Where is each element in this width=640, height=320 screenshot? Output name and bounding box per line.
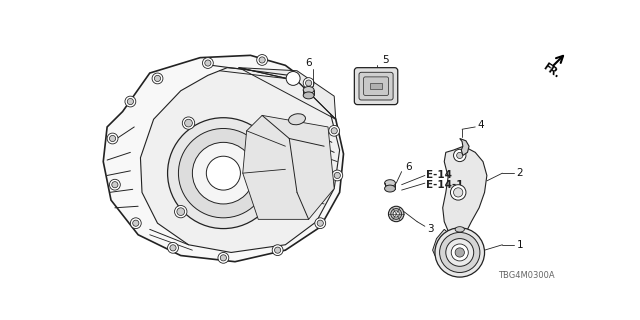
Circle shape <box>177 208 184 215</box>
Circle shape <box>112 182 118 188</box>
Polygon shape <box>466 232 480 256</box>
Circle shape <box>109 135 116 141</box>
FancyBboxPatch shape <box>364 77 388 95</box>
Circle shape <box>303 78 314 88</box>
Circle shape <box>182 117 195 129</box>
Circle shape <box>454 188 463 197</box>
Circle shape <box>107 133 118 144</box>
Polygon shape <box>433 229 451 256</box>
Circle shape <box>205 60 211 66</box>
Ellipse shape <box>455 227 465 232</box>
Circle shape <box>220 255 227 261</box>
Circle shape <box>391 209 402 219</box>
Circle shape <box>455 248 465 257</box>
Text: 2: 2 <box>516 168 523 178</box>
Text: 5: 5 <box>382 55 389 65</box>
Circle shape <box>457 152 463 158</box>
Circle shape <box>257 55 268 65</box>
Ellipse shape <box>289 114 305 125</box>
Circle shape <box>168 118 279 228</box>
Circle shape <box>272 245 283 256</box>
Circle shape <box>131 218 141 228</box>
Circle shape <box>332 170 343 181</box>
Circle shape <box>179 129 268 218</box>
Circle shape <box>202 58 213 68</box>
Circle shape <box>315 218 326 228</box>
Ellipse shape <box>303 86 314 93</box>
Circle shape <box>451 244 468 261</box>
Circle shape <box>271 198 284 210</box>
Circle shape <box>393 211 399 217</box>
Ellipse shape <box>385 180 396 187</box>
Polygon shape <box>239 68 336 119</box>
Circle shape <box>264 129 276 141</box>
Circle shape <box>109 179 120 190</box>
Circle shape <box>331 128 337 134</box>
Circle shape <box>440 232 480 273</box>
Circle shape <box>388 206 404 222</box>
Circle shape <box>317 220 323 226</box>
Circle shape <box>170 245 176 251</box>
Circle shape <box>175 205 187 218</box>
Polygon shape <box>460 139 469 156</box>
Circle shape <box>127 99 134 105</box>
Circle shape <box>451 185 466 200</box>
Text: 3: 3 <box>428 224 434 234</box>
Circle shape <box>218 252 229 263</box>
Circle shape <box>334 172 340 179</box>
Circle shape <box>193 142 254 204</box>
Text: 6: 6 <box>305 58 312 68</box>
Text: TBG4M0300A: TBG4M0300A <box>499 271 555 280</box>
Circle shape <box>259 57 265 63</box>
Circle shape <box>305 80 312 86</box>
Text: E-14-1: E-14-1 <box>426 180 464 190</box>
Ellipse shape <box>303 92 314 99</box>
Circle shape <box>266 131 274 139</box>
Circle shape <box>275 247 281 253</box>
Circle shape <box>274 200 282 208</box>
Text: 1: 1 <box>516 240 523 250</box>
Polygon shape <box>443 146 487 237</box>
Circle shape <box>206 156 241 190</box>
FancyBboxPatch shape <box>355 68 397 105</box>
Ellipse shape <box>385 185 396 192</box>
Text: 6: 6 <box>406 162 412 172</box>
Circle shape <box>435 228 484 277</box>
Text: E-14: E-14 <box>426 171 452 180</box>
Circle shape <box>454 149 466 162</box>
Circle shape <box>184 119 193 127</box>
Polygon shape <box>243 116 334 219</box>
Circle shape <box>154 75 161 82</box>
Circle shape <box>132 220 139 226</box>
Polygon shape <box>140 68 340 252</box>
Text: 4: 4 <box>477 120 484 130</box>
Text: FR.: FR. <box>541 61 562 80</box>
Polygon shape <box>370 83 382 89</box>
Circle shape <box>329 125 340 136</box>
Polygon shape <box>103 55 344 262</box>
FancyBboxPatch shape <box>359 72 393 100</box>
Circle shape <box>152 73 163 84</box>
Circle shape <box>168 243 179 253</box>
Circle shape <box>286 71 300 85</box>
Circle shape <box>446 239 474 266</box>
Circle shape <box>125 96 136 107</box>
